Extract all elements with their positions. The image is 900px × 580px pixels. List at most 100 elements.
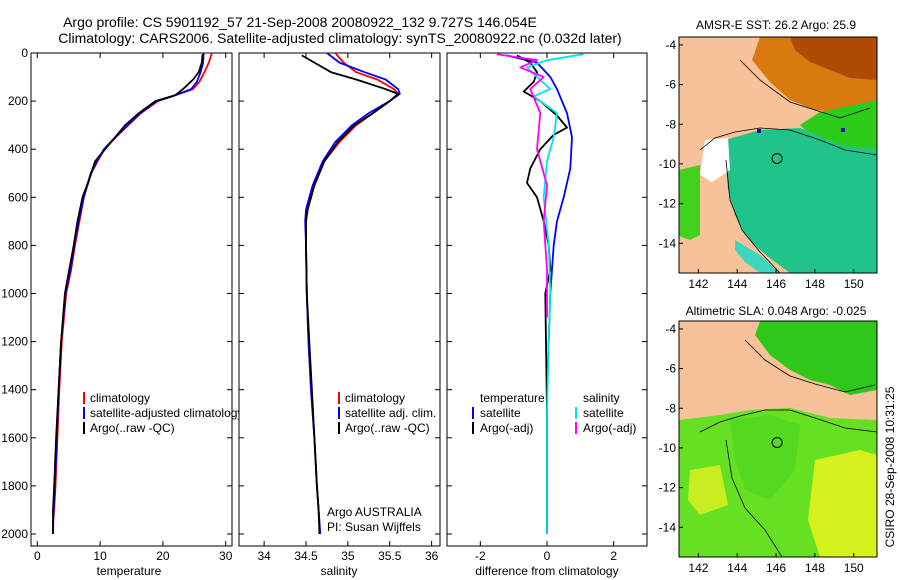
temperature-y-tick-label: 2000	[1, 527, 28, 541]
temperature-x-tick-label: 0	[34, 549, 41, 563]
salinity-x-tick-label: 36	[425, 549, 439, 563]
sst-map-panel: AMSR-E SST: 26.2 Argo: 25.9 142 144 146 148…	[659, 18, 878, 291]
difference-series-group	[496, 53, 584, 534]
sla-ocean-north	[755, 321, 877, 395]
difference-legend-header-salinity: salinity	[583, 391, 620, 405]
temperature-y-tick-label: 600	[8, 190, 28, 204]
temperature-legend-label-argo: Argo(..raw -QC)	[90, 421, 175, 435]
temperature-panel: 0 10 20 30 0 200 400 600 800 1000 1200 1400 1600 1800…	[1, 46, 243, 578]
salinity-x-tick-label: 35	[341, 549, 355, 563]
difference-legend: temperature salinity satellite Argo(-adj…	[472, 391, 636, 435]
temperature-tick-group: 0 10 20 30 0 200 400 600 800 1000 1200 1400 1600 1800…	[1, 46, 232, 563]
sst-ocean-north-warm	[790, 37, 877, 80]
sla-map-y-tick-label: -6	[665, 362, 676, 376]
salinity-x-tick-label: 34	[257, 549, 271, 563]
sla-ocean-yellow-east	[808, 450, 877, 557]
difference-legend-label-temp-argo: Argo(-adj)	[480, 421, 533, 435]
sst-ocean-west-green	[679, 165, 700, 240]
difference-legend-label-sal-argo: Argo(-adj)	[583, 421, 636, 435]
temperature-legend-label-satellite: satellite-adjusted climatology	[90, 406, 243, 420]
temperature-y-tick-label: 400	[8, 142, 28, 156]
sst-blue-pixel-1	[757, 129, 761, 133]
sla-map-panel: Altimetric SLA: 0.048 Argo: -0.025 142 14…	[659, 304, 878, 575]
temperature-y-tick-label: 1000	[1, 286, 28, 300]
sst-map-y-tick-label: -10	[659, 157, 677, 171]
salinity-annotation-float-program: Argo AUSTRALIA	[327, 505, 422, 519]
sst-ocean-east-green	[800, 100, 877, 160]
sla-argo-position-marker	[771, 437, 783, 448]
sla-coastline	[699, 339, 877, 557]
sst-argo-position-marker	[771, 153, 783, 164]
difference-tick-group: -2 0 2	[447, 52, 647, 563]
difference-legend-header-temperature: temperature	[480, 391, 545, 405]
salinity-panel: 34 34.5 35 35.5 36 salinity climatology sate…	[238, 52, 441, 578]
sla-map-x-tick-label: 142	[688, 561, 708, 575]
sla-map-y-tick-label: -4	[665, 322, 676, 336]
sla-map-x-tick-label: 150	[844, 561, 864, 575]
salinity-series-argo-raw-qc-2	[301, 54, 400, 535]
sla-map-tick-group: 142 144 146 148 150 -4 -6 -8 -10 -12 -14	[659, 322, 864, 575]
temperature-x-tick-label: 30	[219, 549, 233, 563]
difference-x-tick-label: 2	[610, 549, 617, 563]
sla-map-y-tick-label: -10	[659, 441, 677, 455]
temperature-plot-frame	[30, 52, 233, 547]
sla-ocean-yellow-west	[688, 465, 728, 515]
temperature-y-tick-label: 1800	[1, 479, 28, 493]
sst-blue-pixel-2	[841, 128, 845, 132]
sst-map-x-tick-label: 150	[844, 277, 864, 291]
temperature-y-tick-label: 0	[21, 46, 28, 60]
temperature-x-tick-label: 10	[93, 549, 107, 563]
temperature-y-tick-label: 200	[8, 94, 28, 108]
sst-map-x-tick-label: 146	[766, 277, 786, 291]
salinity-legend: climatology satellite adj. clim. Argo(..…	[338, 391, 436, 435]
salinity-legend-label-argo: Argo(..raw -QC)	[345, 421, 430, 435]
sst-ocean-cool-band	[735, 240, 780, 273]
sla-map-title: Altimetric SLA: 0.048 Argo: -0.025	[686, 304, 867, 318]
difference-panel: -2 0 2 difference from climatology tempera…	[446, 52, 648, 578]
temperature-y-tick-label: 1600	[1, 431, 28, 445]
sst-map-y-tick-label: -12	[659, 197, 677, 211]
sst-map-tick-group: 142 144 146 148 150 -4 -6 -8 -10 -12 -14	[659, 38, 864, 291]
temperature-series-argo-raw-qc-2	[52, 54, 204, 534]
sst-ocean-coral-sea	[725, 128, 877, 273]
side-timestamp: CSIRO 28-Sep-2008 10:31:25	[883, 386, 897, 547]
sla-map-y-tick-label: -8	[665, 401, 676, 415]
sst-white-patch	[700, 138, 730, 182]
salinity-x-tick-label: 34.5	[294, 549, 318, 563]
difference-series-argo-adj-3	[496, 53, 548, 318]
sla-map-frame	[678, 320, 878, 558]
sla-map-x-tick-label: 148	[805, 561, 825, 575]
header-line-2: Climatology: CARS2006. Satellite-adjuste…	[58, 30, 621, 46]
temperature-y-tick-label: 1200	[1, 335, 28, 349]
sst-map-y-tick-label: -4	[665, 38, 676, 52]
difference-x-axis-label: difference from climatology	[475, 564, 618, 578]
temperature-legend-label-climatology: climatology	[90, 391, 150, 405]
header-line-1: Argo profile: CS 5901192_57 21-Sep-2008 …	[63, 14, 537, 30]
salinity-x-tick-label: 35.5	[378, 549, 402, 563]
sst-coastline	[699, 59, 877, 273]
salinity-annotation-pi: PI: Susan Wijffels	[327, 520, 421, 534]
difference-x-tick-label: -2	[475, 549, 486, 563]
sst-map-x-tick-label: 142	[688, 277, 708, 291]
temperature-series-group	[52, 53, 213, 535]
difference-legend-label-sal-satellite: satellite	[583, 406, 624, 420]
sla-ocean-central	[730, 415, 800, 500]
salinity-series-group	[301, 53, 401, 535]
sst-map-image	[679, 37, 877, 273]
salinity-legend-label-climatology: climatology	[345, 391, 405, 405]
sst-map-y-tick-label: -8	[665, 117, 676, 131]
temperature-x-axis-label: temperature	[97, 564, 162, 578]
salinity-tick-group: 34 34.5 35 35.5 36	[239, 52, 440, 563]
sst-map-frame	[678, 36, 878, 274]
sla-map-y-tick-label: -14	[659, 520, 677, 534]
sla-map-y-tick-label: -12	[659, 481, 677, 495]
difference-x-tick-label: 0	[544, 549, 551, 563]
sla-map-image	[679, 321, 877, 557]
temperature-legend: climatology satellite-adjusted climatolo…	[83, 391, 243, 435]
sst-map-x-tick-label: 148	[805, 277, 825, 291]
temperature-y-tick-label: 1400	[1, 383, 28, 397]
salinity-legend-label-satellite: satellite adj. clim.	[345, 406, 436, 420]
sst-map-title: AMSR-E SST: 26.2 Argo: 25.9	[696, 18, 856, 32]
sla-map-x-tick-label: 144	[727, 561, 747, 575]
difference-legend-label-temp-satellite: satellite	[480, 406, 521, 420]
